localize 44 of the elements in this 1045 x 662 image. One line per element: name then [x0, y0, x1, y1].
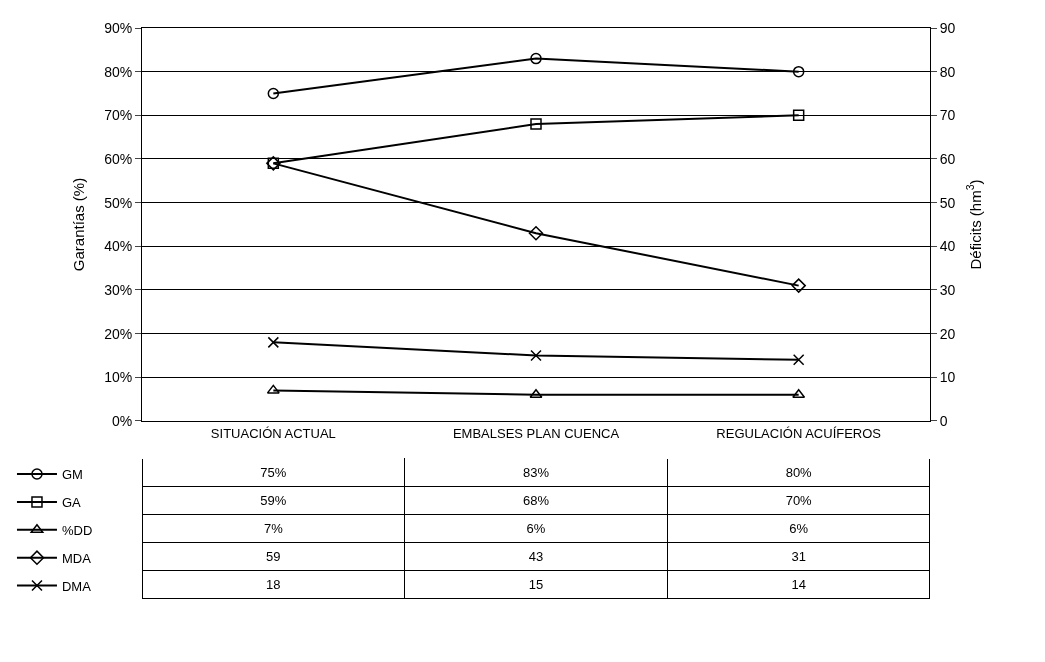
x-tick-label: REGULACIÓN ACUÍFEROS: [716, 425, 882, 441]
data-label: 14: [791, 576, 806, 592]
data-label: 15: [528, 576, 544, 592]
data-label: 31: [791, 548, 806, 564]
data-label: 7%: [263, 520, 284, 536]
data-label: 75%: [260, 464, 287, 480]
y2-tick-label: 40: [939, 238, 956, 255]
y2-tick-label: 50: [939, 194, 956, 211]
legend-label: GA: [61, 494, 82, 510]
y2-tick-label: 20: [939, 325, 956, 342]
data-label: 6%: [789, 520, 809, 536]
data-label: 70%: [785, 492, 813, 508]
y2-tick-label: 70: [939, 107, 956, 124]
y2-tick-label: 90: [939, 19, 956, 36]
y-tick-label: 20%: [104, 325, 133, 342]
y-axis-title: Garantías (%): [70, 177, 88, 272]
data-label: 6%: [526, 520, 546, 536]
legend-label: %DD: [61, 522, 93, 538]
y2-tick-label: 0: [939, 412, 948, 429]
y-tick-label: 30%: [104, 281, 133, 298]
data-label: 59: [266, 548, 281, 564]
y-tick-label: 90%: [104, 19, 133, 36]
y-tick-label: 10%: [104, 369, 133, 386]
y2-tick-label: 30: [939, 281, 956, 298]
y2-tick-label: 10: [939, 369, 956, 386]
y2-tick-label: 80: [939, 63, 956, 80]
data-label: 43: [528, 548, 544, 564]
y-tick-label: 40%: [104, 238, 133, 255]
legend-label: DMA: [61, 578, 92, 594]
data-label: 80%: [785, 464, 813, 480]
y-tick-label: 0%: [111, 412, 133, 429]
y-tick-label: 70%: [104, 107, 133, 124]
data-label: 18: [266, 576, 281, 592]
data-label: 68%: [522, 492, 550, 508]
y-tick-label: 80%: [104, 63, 133, 80]
legend-label: GM: [61, 467, 83, 483]
x-tick-label: SITUACIÓN ACTUAL: [210, 425, 336, 441]
data-label: 83%: [522, 464, 550, 480]
data-label: 59%: [260, 492, 287, 508]
y-tick-label: 60%: [104, 150, 133, 167]
y-tick-label: 50%: [104, 194, 133, 211]
legend-label: MDA: [61, 550, 92, 566]
y2-tick-label: 60: [939, 150, 956, 167]
x-tick-label: EMBALSES PLAN CUENCA: [452, 425, 620, 441]
